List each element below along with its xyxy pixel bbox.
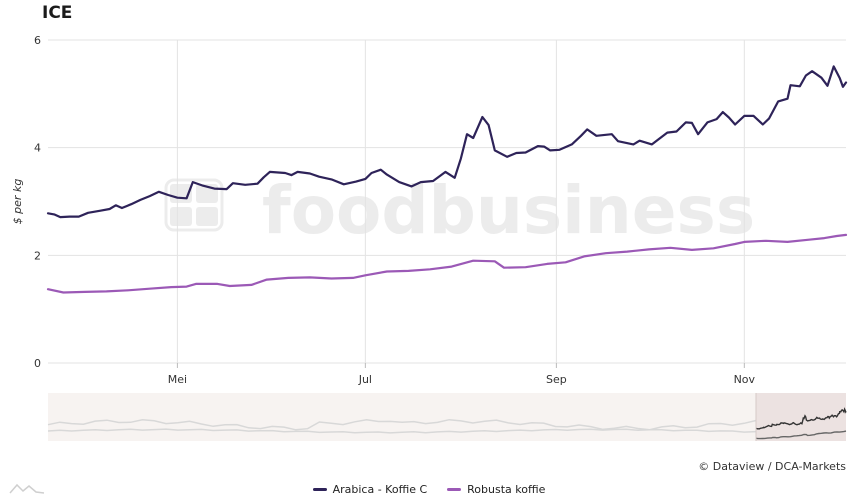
navigator-background (48, 393, 846, 441)
x-tick-label: Nov (734, 373, 756, 386)
watermark-text: foodbusiness (262, 172, 755, 249)
x-tick-label: Jul (358, 373, 372, 386)
x-tick-label: Mei (168, 373, 187, 386)
y-tick-label: 0 (34, 357, 41, 370)
y-gridlines (48, 39, 846, 364)
x-axis-ticks: Mei Jul Sep Nov (168, 363, 756, 386)
x-gridlines (176, 40, 745, 363)
y-tick-label: 2 (34, 249, 41, 262)
y-axis-label: $ per kg (11, 179, 24, 225)
legend-swatch (447, 488, 462, 491)
y-tick-label: 6 (34, 34, 41, 47)
navigator-selected-range (756, 393, 846, 441)
legend-item[interactable]: Robusta koffie (447, 483, 545, 496)
navigator-history-line (47, 418, 757, 431)
navigator-series-line (755, 407, 847, 430)
legend-label: Robusta koffie (467, 483, 546, 496)
watermark-logo-block (170, 207, 192, 226)
x-tick-label: Sep (546, 373, 567, 386)
navigator-series-line (755, 430, 847, 440)
chart-legend: Arabica - Koffie C Robusta koffie (0, 481, 858, 496)
chart-logo-icon (8, 480, 48, 499)
series-layer (46, 65, 848, 294)
series-line-arabica-koffie-c (46, 65, 848, 219)
legend-item[interactable]: Arabica - Koffie C (312, 483, 428, 496)
legend-label: Arabica - Koffie C (332, 483, 428, 496)
y-axis-ticks: 0 2 4 6 (34, 34, 41, 370)
series-line-robusta-koffie (46, 233, 848, 294)
legend-swatch (312, 488, 327, 491)
y-tick-label: 4 (34, 142, 41, 155)
credits[interactable]: © Dataview / DCA-Markets (698, 460, 846, 473)
watermark-logo-frame (164, 178, 224, 232)
chart-title: ICE (42, 3, 73, 23)
navigator-history-line (47, 428, 757, 434)
watermark-logo-block (196, 207, 218, 226)
range-navigator[interactable] (47, 393, 847, 441)
